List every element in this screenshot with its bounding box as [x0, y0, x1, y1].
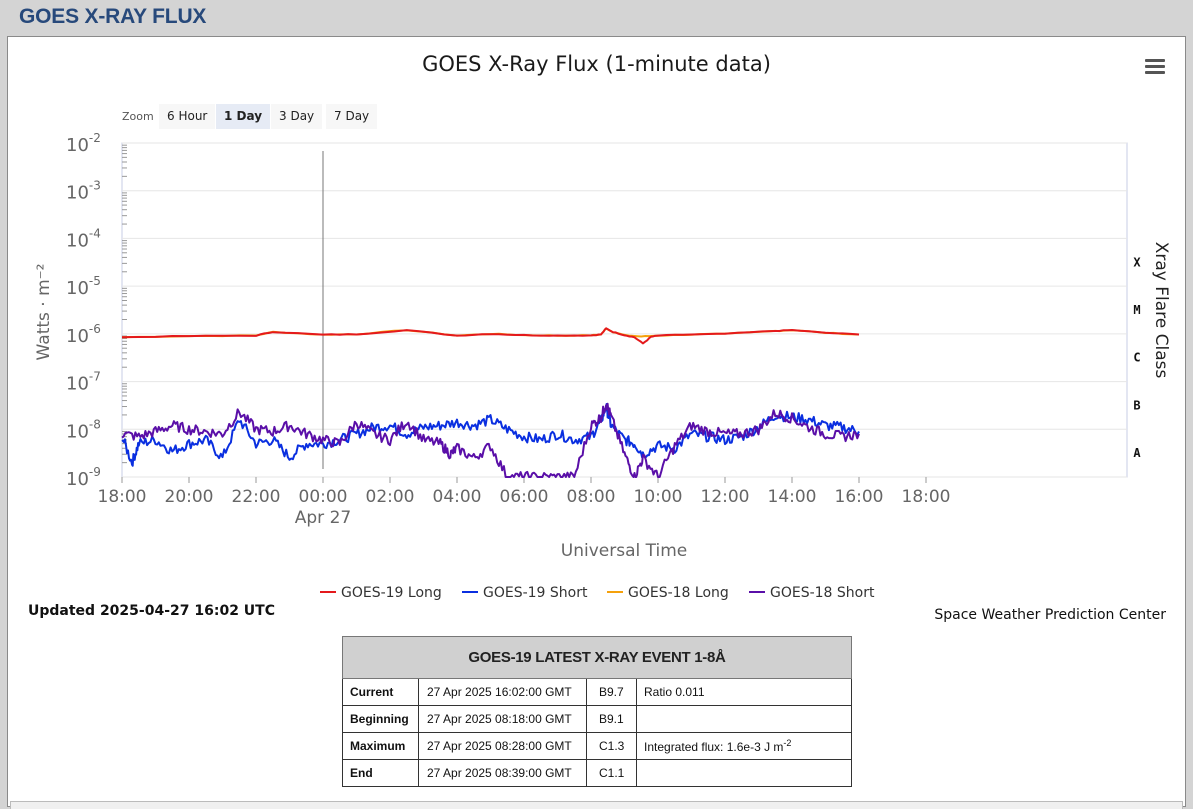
legend-label: GOES-19 Long: [341, 585, 442, 601]
row-label: End: [342, 759, 419, 787]
table-row: Beginning 27 Apr 2025 08:18:00 GMT B9.1: [342, 705, 852, 733]
row-label: Maximum: [342, 732, 419, 760]
y-tick-label: 10-4: [66, 226, 101, 251]
zoom-6-hour-button[interactable]: 6 Hour: [159, 104, 216, 129]
x-tick-label: 14:00: [768, 487, 817, 507]
legend-swatch: [607, 590, 623, 593]
plot-area: [121, 142, 1128, 478]
table-row: End 27 Apr 2025 08:39:00 GMT C1.1: [342, 759, 852, 787]
legend-item-goes18-short[interactable]: GOES-18 Short: [749, 585, 875, 601]
legend-label: GOES-18 Long: [628, 585, 729, 601]
y-tick-label: 10-2: [66, 131, 101, 156]
zoom-label: Zoom: [122, 110, 154, 123]
legend-swatch: [462, 590, 478, 593]
chart-legend: GOES-19 Long GOES-19 Short GOES-18 Long …: [0, 585, 1193, 605]
date-label: Apr 27: [295, 508, 351, 528]
zoom-7-day-button[interactable]: 7 Day: [326, 104, 378, 129]
flare-class-label: X: [1133, 255, 1141, 269]
x-axis-title: Universal Time: [561, 541, 687, 561]
flare-class-label: M: [1133, 303, 1140, 317]
table-row: Maximum 27 Apr 2025 08:28:00 GMT C1.3 In…: [342, 732, 852, 760]
x-tick-label: 04:00: [433, 487, 482, 507]
credit-text: Space Weather Prediction Center: [934, 607, 1166, 623]
flux-unit-exponent: -2: [783, 738, 792, 748]
legend-label: GOES-18 Short: [770, 585, 875, 601]
x-tick-label: 02:00: [366, 487, 415, 507]
row-time: 27 Apr 2025 08:18:00 GMT: [418, 705, 587, 733]
integrated-flux-text: Integrated flux: 1.6e-3 J m: [644, 740, 784, 754]
row-note: [636, 759, 852, 787]
y-tick-label: 10-6: [66, 322, 101, 347]
y-tick-label: 10-3: [66, 179, 101, 204]
bottom-scroll-bar[interactable]: [10, 801, 1183, 809]
hamburger-menu-icon[interactable]: [1145, 59, 1165, 77]
legend-item-goes19-short[interactable]: GOES-19 Short: [462, 585, 588, 601]
legend-swatch: [749, 590, 765, 593]
row-class: B9.7: [586, 678, 637, 706]
x-tick-label: 20:00: [165, 487, 214, 507]
table-row: Current 27 Apr 2025 16:02:00 GMT B9.7 Ra…: [342, 678, 852, 706]
y-tick-label: 10-8: [66, 417, 101, 442]
y2-axis-title: Xray Flare Class: [1151, 242, 1171, 379]
row-time: 27 Apr 2025 08:28:00 GMT: [418, 732, 587, 760]
flare-class-label: B: [1133, 398, 1140, 412]
x-tick-label: 22:00: [232, 487, 281, 507]
x-tick-label: 12:00: [701, 487, 750, 507]
x-tick-label: 16:00: [835, 487, 884, 507]
y-axis-title: Watts · m⁻²: [34, 264, 54, 361]
updated-timestamp: Updated 2025-04-27 16:02 UTC: [28, 603, 275, 619]
x-tick-label: 18:00: [902, 487, 951, 507]
row-class: C1.3: [586, 732, 637, 760]
event-table-title: GOES-19 LATEST X-RAY EVENT 1-8Å: [342, 636, 852, 679]
page-header: GOES X-RAY FLUX: [0, 0, 1193, 36]
x-tick-label: 06:00: [500, 487, 549, 507]
row-time: 27 Apr 2025 16:02:00 GMT: [418, 678, 587, 706]
series-line-goes-19-short: [121, 403, 860, 467]
row-label: Current: [342, 678, 419, 706]
legend-item-goes18-long[interactable]: GOES-18 Long: [607, 585, 729, 601]
page-title: GOES X-RAY FLUX: [19, 5, 207, 28]
y-tick-label: 10-7: [66, 370, 101, 395]
x-tick-label: 08:00: [567, 487, 616, 507]
chart-title: GOES X-Ray Flux (1-minute data): [422, 52, 771, 76]
x-tick-label: 00:00: [299, 487, 348, 507]
x-tick-label: 18:00: [98, 487, 147, 507]
row-note: Ratio 0.011: [636, 678, 852, 706]
latest-xray-event-table: GOES-19 LATEST X-RAY EVENT 1-8Å Current …: [342, 636, 852, 787]
series-line-goes-18-short: [121, 402, 860, 478]
row-label: Beginning: [342, 705, 419, 733]
flare-class-label: C: [1133, 351, 1140, 365]
row-class: B9.1: [586, 705, 637, 733]
y-tick-label: 10-5: [66, 274, 101, 299]
row-class: C1.1: [586, 759, 637, 787]
legend-label: GOES-19 Short: [483, 585, 588, 601]
row-time: 27 Apr 2025 08:39:00 GMT: [418, 759, 587, 787]
x-tick-label: 10:00: [634, 487, 683, 507]
zoom-3-day-button[interactable]: 3 Day: [271, 104, 323, 129]
y-tick-label: 10-9: [66, 465, 101, 490]
series-line-goes-19-long: [121, 327, 860, 345]
flare-class-label: A: [1133, 446, 1141, 460]
row-note: [636, 705, 852, 733]
legend-item-goes19-long[interactable]: GOES-19 Long: [320, 585, 442, 601]
zoom-1-day-button[interactable]: 1 Day: [216, 104, 271, 129]
row-note: Integrated flux: 1.6e-3 J m-2: [636, 732, 852, 760]
legend-swatch: [320, 590, 336, 593]
